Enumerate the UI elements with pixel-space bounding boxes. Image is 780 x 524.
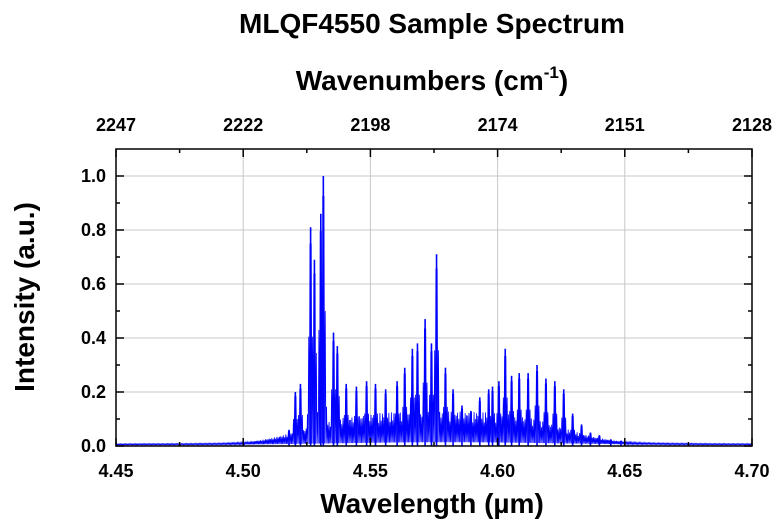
plot-frame: [115, 148, 753, 447]
y-tick-label: 0.6: [81, 274, 106, 294]
axes: 4.45 4.50 4.55 4.60 4.65 4.70 2247 2222 2198 2174…: [81, 115, 772, 481]
x2-tick-label: 2198: [350, 115, 390, 135]
x-tick-label: 4.60: [480, 461, 515, 481]
x2-tick-label: 2247: [96, 115, 136, 135]
x2-tick-label: 2174: [478, 115, 518, 135]
y-tick-label: 0.4: [81, 328, 106, 348]
top-axis-title: Wavenumbers (cm-1): [296, 63, 568, 96]
y-tick-label: 0.2: [81, 382, 106, 402]
top-axis-title-end: ): [559, 65, 568, 96]
y-tick-label: 1.0: [81, 166, 106, 186]
series-line: [115, 176, 753, 446]
x-tick-label: 4.50: [226, 461, 261, 481]
spectrum-trace: [115, 196, 753, 446]
x-axis-title: Wavelength (µm): [320, 488, 544, 519]
y-tick-label: 0.0: [81, 436, 106, 456]
top-axis-title-text: Wavenumbers (cm: [296, 65, 544, 96]
x2-tick-label: 2128: [732, 115, 772, 135]
y-axis-title: Intensity (a.u.): [9, 202, 40, 392]
top-axis-title-sup: -1: [544, 63, 559, 82]
x2-tick-label: 2151: [605, 115, 645, 135]
x-tick-label: 4.70: [734, 461, 769, 481]
x-tick-label: 4.45: [98, 461, 133, 481]
x-tick-label: 4.65: [607, 461, 642, 481]
x-tick-label: 4.55: [353, 461, 388, 481]
chart-title: MLQF4550 Sample Spectrum: [239, 8, 625, 39]
x2-tick-label: 2222: [223, 115, 263, 135]
y-tick-label: 0.8: [81, 220, 106, 240]
